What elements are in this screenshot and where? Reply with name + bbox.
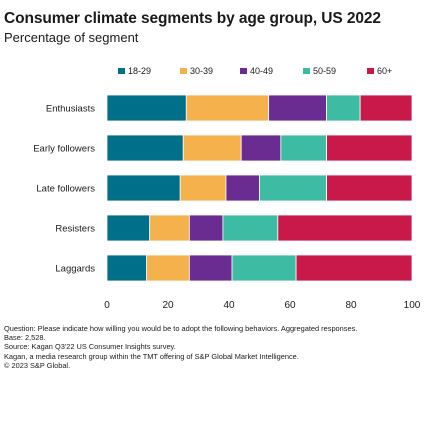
legend-item: 40-49	[240, 66, 273, 76]
legend-swatch	[240, 68, 247, 74]
chart-plot: Enthusiasts Early followers Late followers…	[33, 94, 421, 311]
note-source: Source: Kagan Q3'22 US Consumer Insights…	[4, 342, 176, 352]
legend-swatch	[367, 68, 374, 74]
legend-item: 30-39	[180, 66, 213, 76]
bar-segment	[295, 254, 413, 282]
bar-segment	[185, 94, 270, 122]
legend-label: 40-49	[250, 66, 274, 76]
legend-item: 60+	[367, 66, 392, 76]
bar-segment	[225, 174, 260, 202]
legend-label: 50-59	[313, 66, 337, 76]
chart-subtitle: Percentage of segment	[4, 30, 139, 45]
bar-segment	[259, 174, 327, 202]
bar-segment	[326, 174, 413, 202]
bar-segment	[149, 214, 190, 242]
chart-notes: Question: Please indicate how willing yo…	[4, 324, 414, 370]
category-label: Early followers	[33, 144, 95, 155]
bar-segment	[179, 174, 227, 202]
note-question: Question: Please indicate how willing yo…	[4, 324, 358, 333]
bar-segment	[231, 254, 297, 282]
note-kagan: Kagan, a media research group within the…	[4, 351, 299, 361]
bar-segment	[240, 134, 282, 162]
bar-segment	[106, 94, 187, 122]
legend-item: 50-59	[303, 66, 336, 76]
bar-segment	[326, 94, 361, 122]
bar-segment	[359, 94, 413, 122]
note-copyright: © 2023 S&P Global.	[4, 360, 71, 370]
legend-swatch	[180, 68, 187, 74]
x-tick-label: 40	[223, 300, 235, 311]
note-base: Base: 2,528.	[4, 333, 46, 343]
category-label: Late followers	[36, 184, 95, 195]
category-label: Resisters	[55, 224, 95, 235]
x-tick-label: 80	[345, 300, 357, 311]
x-tick-label: 100	[404, 300, 421, 311]
bar-segment	[146, 254, 190, 282]
legend-label: 30-39	[190, 66, 214, 76]
bar-segment	[106, 134, 184, 162]
x-tick-label: 20	[162, 300, 174, 311]
category-label: Laggards	[55, 264, 95, 275]
bar-segment	[188, 214, 224, 242]
bar-segment	[106, 174, 181, 202]
legend-item: 18-29	[118, 66, 151, 76]
x-tick-label: 60	[284, 300, 296, 311]
bar-segment	[280, 134, 328, 162]
legend-swatch	[118, 68, 125, 74]
category-label: Enthusiasts	[46, 104, 95, 115]
legend-label: 60+	[377, 66, 393, 76]
bar-segment	[182, 134, 242, 162]
chart-legend: 18-29 30-39 40-49 50-59 60+	[0, 66, 440, 80]
bar-segment	[277, 214, 413, 242]
bar-segment	[326, 134, 413, 162]
legend-label: 18-29	[128, 66, 152, 76]
legend-swatch	[303, 68, 310, 74]
chart-title: Consumer climate segments by age group, …	[4, 10, 381, 27]
bar-segment	[106, 254, 148, 282]
bar-segment	[268, 94, 327, 122]
bar-segment	[222, 214, 279, 242]
bar-segment	[188, 254, 233, 282]
x-tick-label: 0	[104, 300, 110, 311]
bar-segment	[106, 214, 151, 242]
